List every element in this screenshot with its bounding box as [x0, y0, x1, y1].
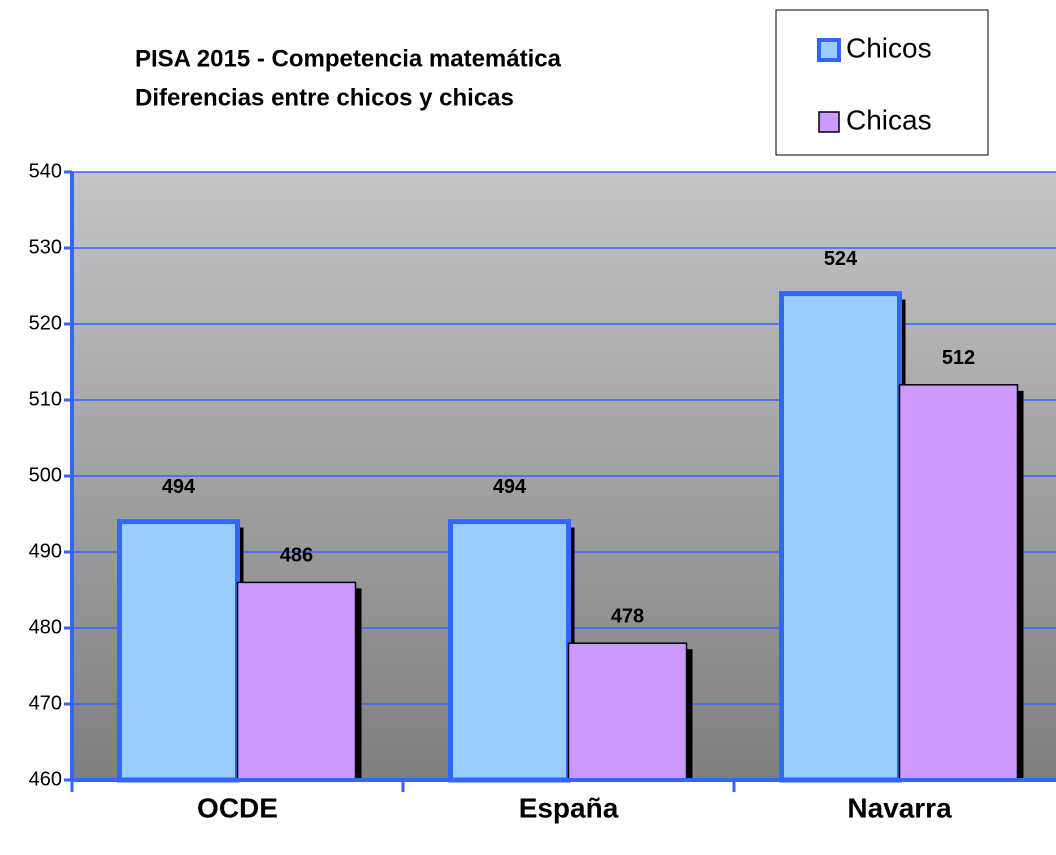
x-tick-label: España [519, 792, 619, 823]
bar [117, 519, 240, 783]
bars [117, 291, 1024, 783]
y-tick-label: 500 [29, 464, 62, 486]
value-label: 494 [162, 476, 196, 498]
value-label: 512 [942, 347, 975, 369]
x-tick-label: OCDE [197, 792, 278, 823]
bar [779, 291, 902, 783]
legend-label: Chicas [846, 104, 932, 135]
y-tick-label: 460 [29, 768, 62, 790]
legend-swatch [817, 38, 841, 62]
value-label: 524 [824, 248, 858, 270]
x-tick-label: Navarra [847, 792, 952, 823]
bar [448, 519, 571, 783]
chart-title: PISA 2015 - Competencia matemática [135, 45, 562, 72]
y-tick-label: 510 [29, 388, 62, 410]
legend: Chicos Chicas [817, 32, 932, 135]
bar-shadow [1017, 390, 1024, 780]
y-tick-label: 520 [29, 312, 62, 334]
y-tick-label: 470 [29, 692, 62, 714]
value-label: 494 [493, 476, 527, 498]
y-tick-label: 540 [29, 160, 62, 182]
y-tick-label: 480 [29, 616, 62, 638]
bar [898, 384, 1019, 781]
legend-label: Chicos [846, 32, 932, 63]
value-label: 478 [611, 605, 644, 627]
bar-shadow [355, 588, 362, 780]
chart-subtitle: Diferencias entre chicos y chicas [135, 84, 514, 111]
bar [567, 642, 688, 781]
bar [236, 581, 357, 781]
legend-box [775, 9, 989, 156]
legend-swatch [818, 111, 840, 133]
y-tick-label: 530 [29, 236, 62, 258]
y-tick-label: 490 [29, 540, 62, 562]
bar-shadow [686, 649, 693, 780]
value-label: 486 [280, 545, 313, 567]
